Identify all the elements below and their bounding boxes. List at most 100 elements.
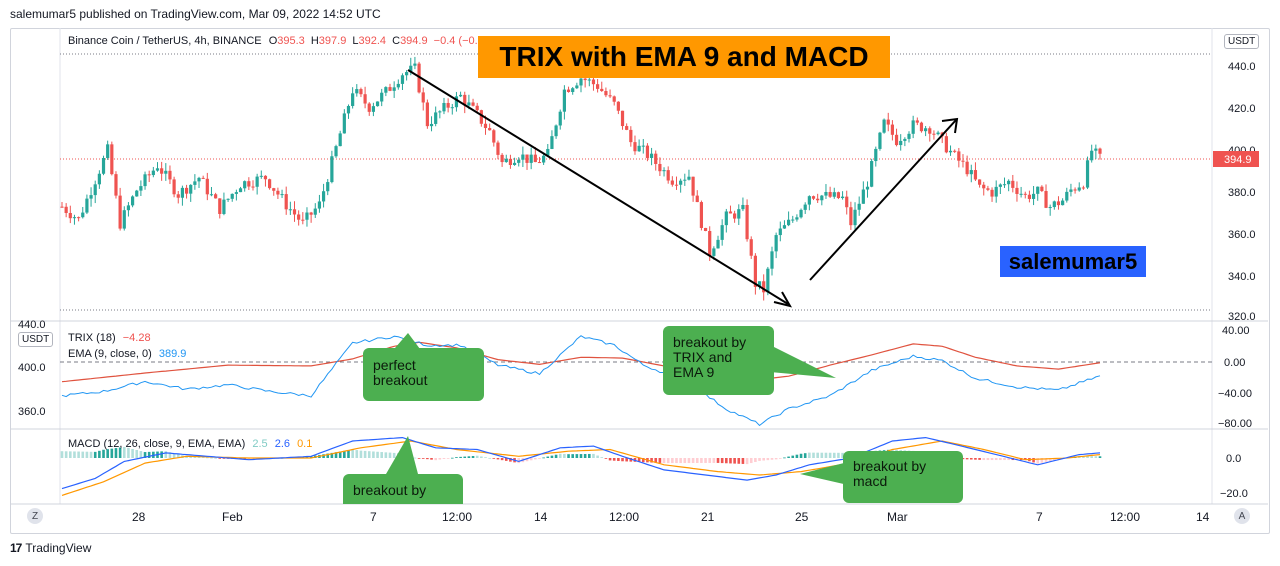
macd-histogram-bar bbox=[704, 458, 707, 463]
candle-body bbox=[1044, 191, 1048, 208]
candle-body bbox=[268, 179, 272, 189]
macd-histogram-bar bbox=[720, 458, 724, 464]
candle-body bbox=[903, 138, 907, 141]
candle-body bbox=[820, 195, 824, 201]
candle-body bbox=[558, 111, 562, 126]
candle-body bbox=[525, 154, 529, 163]
auto-scale-z-button[interactable]: Z bbox=[27, 508, 43, 524]
candle-body bbox=[164, 170, 168, 174]
macd-histogram-bar bbox=[1032, 458, 1035, 463]
candle-body bbox=[928, 128, 932, 134]
ema-label[interactable]: EMA (9, close, 0) bbox=[68, 348, 152, 360]
candle-body bbox=[409, 65, 413, 73]
currency-button[interactable]: USDT bbox=[1224, 34, 1260, 49]
macd-histogram-bar bbox=[795, 454, 799, 458]
candle-body bbox=[417, 63, 421, 93]
candle-body bbox=[496, 142, 500, 155]
macd-histogram-bar bbox=[392, 452, 396, 458]
candle-body bbox=[982, 184, 986, 189]
candle-body bbox=[882, 119, 886, 133]
candle-body bbox=[77, 217, 81, 219]
candle-body bbox=[724, 211, 728, 226]
candle-body bbox=[214, 194, 218, 199]
macd-histogram-bar bbox=[322, 454, 325, 458]
time-label: 12:00 bbox=[442, 510, 472, 524]
candle-body bbox=[309, 212, 313, 215]
macd-histogram-bar bbox=[1086, 456, 1089, 458]
candle-body bbox=[986, 188, 990, 190]
macd-histogram-bar bbox=[438, 458, 442, 460]
macd-histogram-bar bbox=[463, 456, 467, 458]
candle-body bbox=[612, 96, 616, 102]
candle-body bbox=[728, 211, 733, 214]
candle-body bbox=[81, 212, 85, 218]
candle-body bbox=[330, 156, 334, 183]
macd-histogram-bar bbox=[372, 451, 375, 458]
macd-histogram-bar bbox=[691, 458, 695, 464]
candle-body bbox=[392, 87, 396, 91]
macd-value-1: 2.5 bbox=[252, 438, 268, 450]
candle-body bbox=[874, 148, 878, 162]
macd-histogram-bar bbox=[820, 452, 824, 458]
candle-body bbox=[1040, 186, 1044, 192]
macd-histogram-bar bbox=[1036, 458, 1040, 464]
last-price-badge bbox=[1213, 151, 1259, 167]
auto-scale-a-button[interactable]: A bbox=[1234, 508, 1250, 524]
macd-histogram-bar bbox=[579, 454, 583, 458]
candle-body bbox=[824, 191, 828, 196]
candle-body bbox=[89, 195, 93, 199]
macd-histogram-bar bbox=[347, 450, 350, 458]
symbol-label[interactable]: Binance Coin / TetherUS, 4h, BINANCE bbox=[68, 35, 262, 47]
macd-histogram-bar bbox=[475, 455, 479, 458]
candle-body bbox=[263, 175, 268, 180]
macd-histogram-bar bbox=[612, 458, 616, 461]
candle-body bbox=[907, 133, 911, 139]
candle-body bbox=[658, 163, 662, 172]
macd-histogram-bar bbox=[480, 456, 483, 458]
macd-histogram-bar bbox=[77, 451, 80, 458]
candle-body bbox=[172, 179, 176, 195]
candle-body bbox=[591, 79, 596, 85]
candle-body bbox=[85, 198, 89, 213]
candle-body bbox=[566, 89, 571, 93]
candle-body bbox=[832, 192, 836, 197]
macd-histogram-bar bbox=[450, 457, 454, 459]
macd-label[interactable]: MACD (12, 26, close, 9, EMA, EMA) bbox=[68, 438, 246, 450]
candle-body bbox=[197, 177, 201, 182]
macd-histogram-bar bbox=[658, 458, 662, 463]
macd-histogram-bar bbox=[210, 457, 213, 459]
candle-body bbox=[471, 102, 475, 106]
candle-body bbox=[60, 206, 64, 208]
candle-body bbox=[645, 145, 650, 158]
macd-histogram-bar bbox=[504, 458, 508, 461]
candle-body bbox=[807, 196, 811, 205]
candle-body bbox=[209, 194, 214, 196]
candle-body bbox=[1094, 148, 1098, 151]
trix-label[interactable]: TRIX (18) bbox=[68, 332, 116, 344]
candle-body bbox=[226, 198, 230, 200]
macd-histogram-bar bbox=[683, 458, 687, 464]
macd-histogram-bar bbox=[1007, 458, 1010, 461]
macd-histogram-bar bbox=[326, 453, 330, 458]
macd-histogram-bar bbox=[459, 456, 462, 458]
candle-body bbox=[180, 187, 185, 198]
candle-body bbox=[338, 133, 342, 147]
open-value: 395.3 bbox=[277, 35, 305, 47]
candle-body bbox=[944, 136, 948, 153]
candle-body bbox=[637, 145, 641, 152]
macd-histogram-bar bbox=[542, 457, 545, 459]
candle-body bbox=[130, 196, 135, 206]
candle-body bbox=[720, 225, 724, 240]
candle-body bbox=[346, 105, 351, 114]
candle-body bbox=[114, 174, 118, 196]
trix-currency-button[interactable]: USDT bbox=[18, 332, 54, 347]
candle-body bbox=[649, 153, 654, 158]
macd-histogram-bar bbox=[98, 450, 101, 458]
candle-body bbox=[508, 158, 513, 165]
candle-body bbox=[413, 63, 417, 66]
candle-body bbox=[375, 101, 380, 107]
candle-body bbox=[168, 170, 172, 180]
macd-histogram-bar bbox=[305, 456, 309, 458]
candle-body bbox=[749, 239, 753, 256]
